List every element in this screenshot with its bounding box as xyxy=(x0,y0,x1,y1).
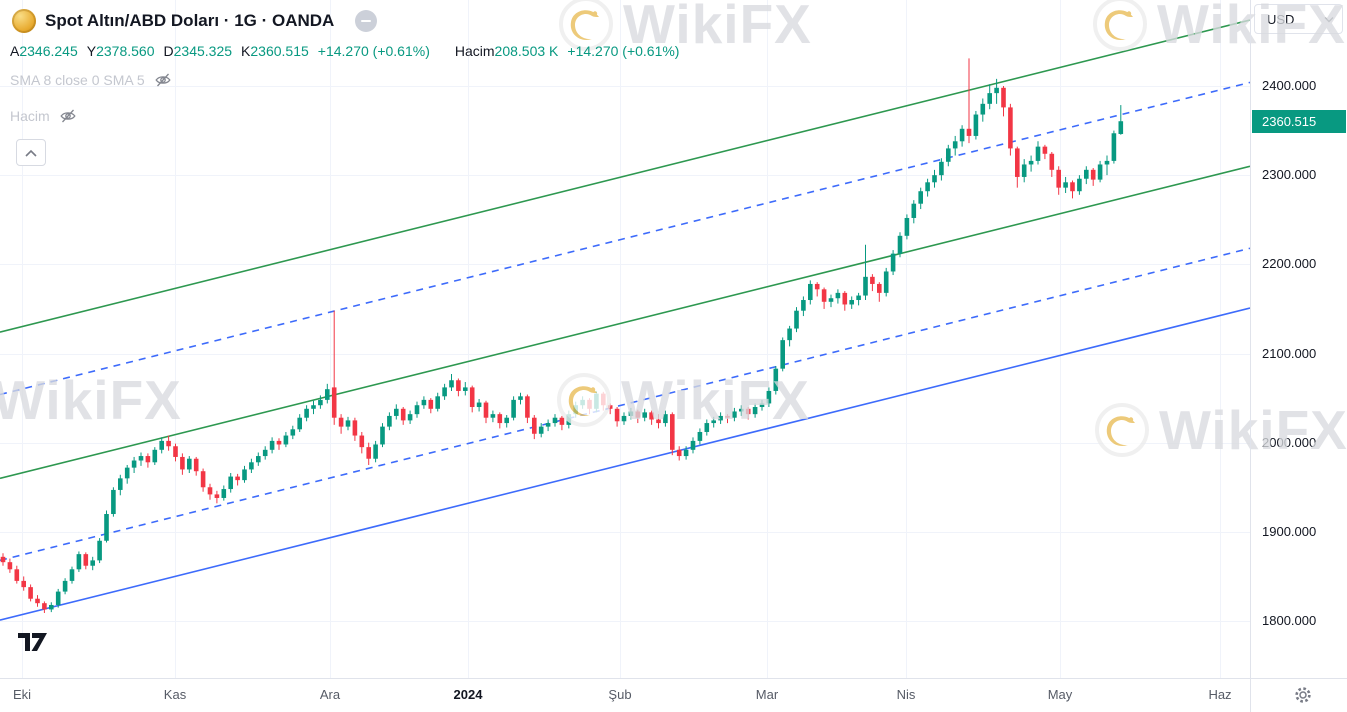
chevron-up-icon xyxy=(25,149,37,157)
symbol-title: Spot Altın/ABD Doları · 1G · OANDA xyxy=(45,11,335,30)
legend-hide-button[interactable] xyxy=(355,10,378,32)
open-label: A xyxy=(10,43,20,59)
close-label: K xyxy=(241,43,251,59)
price-axis-label: 2200.000 xyxy=(1262,256,1317,272)
sma-indicator-label: SMA 8 close 0 SMA 5 xyxy=(10,72,145,88)
time-axis-label: May xyxy=(1047,687,1073,702)
price-axis-label: 2400.000 xyxy=(1262,78,1317,93)
low-value: 2345.325 xyxy=(173,43,233,59)
price-axis-label: 2100.000 xyxy=(1262,345,1317,361)
close-value: 2360.515 xyxy=(250,43,309,59)
gold-coin-icon xyxy=(12,9,36,33)
time-axis-label: Şub xyxy=(608,687,632,702)
price-axis-label: 2300.000 xyxy=(1262,167,1317,183)
symbol-row: Spot Altın/ABD Doları · 1G · OANDA xyxy=(12,9,378,33)
low-label: D xyxy=(163,43,174,59)
last-price-badge: 2360.515 xyxy=(1252,109,1346,133)
time-axis-label: Ara xyxy=(319,687,341,702)
indicator-row-volume: Hacim xyxy=(10,107,77,125)
eye-off-icon[interactable] xyxy=(154,71,172,89)
time-axis-label: Nis xyxy=(896,687,916,702)
open-value: 2346.245 xyxy=(19,43,78,59)
tradingview-logo[interactable] xyxy=(16,626,54,656)
price-axis[interactable]: USD 2400.000 2300.000 2200.000 2100.000 2000… xyxy=(1251,0,1347,678)
time-axis-label: 2024 xyxy=(453,687,483,702)
volume-label: Hacim xyxy=(454,43,495,59)
currency-label: USD xyxy=(1267,11,1295,27)
high-value: 2378.560 xyxy=(96,43,155,59)
change-value: +14.270 (+0.61%) xyxy=(317,43,430,59)
price-axis-label: 1800.000 xyxy=(1262,613,1317,629)
volume-value: 208.503 K xyxy=(494,43,559,59)
time-axis-label: Mar xyxy=(755,687,779,702)
time-axis-label: Haz xyxy=(1208,687,1232,702)
currency-dropdown[interactable]: USD xyxy=(1254,4,1343,34)
volume-indicator-label: Hacim xyxy=(10,108,50,124)
indicator-row-sma: SMA 8 close 0 SMA 5 xyxy=(10,71,172,89)
axis-vertical-separator xyxy=(1250,0,1251,712)
axis-horizontal-separator xyxy=(0,678,1347,679)
high-label: Y xyxy=(86,43,97,59)
time-axis-label: Kas xyxy=(163,687,187,702)
volume-change: +14.270 (+0.61%) xyxy=(567,43,680,59)
price-axis-label: 2000.000 xyxy=(1262,434,1317,450)
time-axis-label: Eki xyxy=(12,687,32,702)
time-axis[interactable]: Eki Kas Ara 2024 Şub Mar Nis May Haz xyxy=(0,679,1347,712)
price-axis-label: 1900.000 xyxy=(1262,523,1317,539)
chevron-down-icon xyxy=(1324,16,1334,22)
eye-off-icon[interactable] xyxy=(59,107,77,125)
legend-collapse-button[interactable] xyxy=(16,139,46,166)
settings-gear-icon[interactable] xyxy=(1294,686,1312,704)
candlestick-chart[interactable] xyxy=(0,0,1250,678)
ohlc-row: A2346.245 Y2378.560 D2345.325 K2360.515 +14.… xyxy=(10,43,688,59)
minus-icon xyxy=(361,19,372,23)
